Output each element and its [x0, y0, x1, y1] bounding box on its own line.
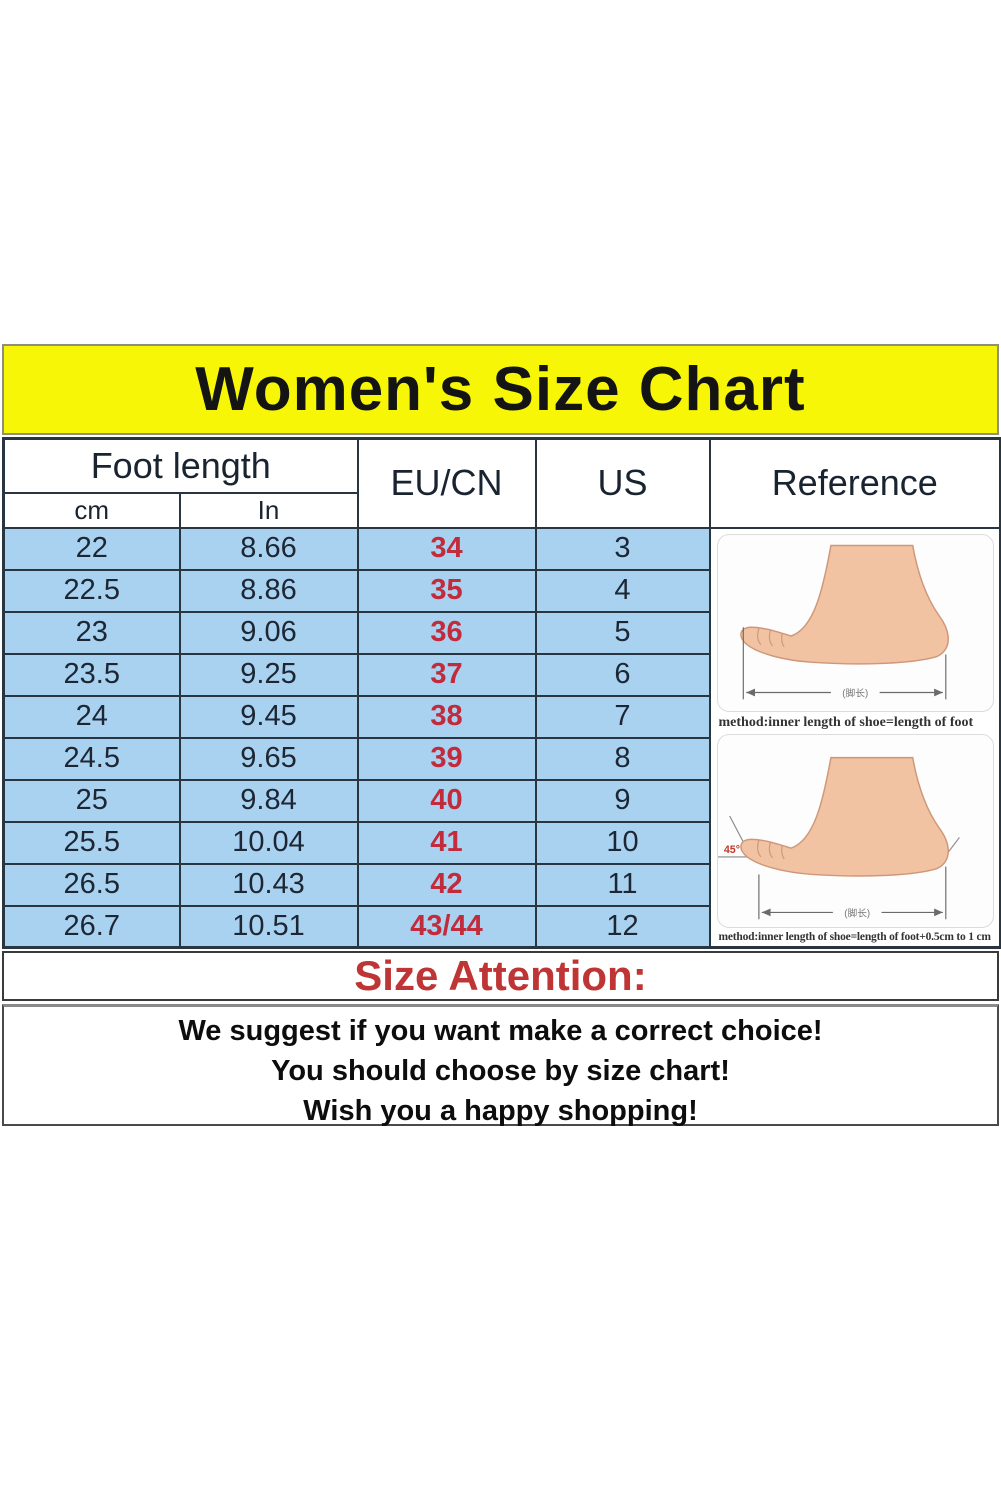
col-header-in: In — [178, 491, 359, 529]
size-chart-infographic: Women's Size Chart Foot length EU/CN US … — [2, 344, 1001, 1127]
figure1-caption: method:inner length of shoe=length of fo… — [718, 715, 974, 731]
table-row: 25.5 10.04 41 10 — [2, 820, 1001, 865]
col-header-us: US — [534, 437, 711, 529]
cell-eu: 41 — [356, 820, 537, 865]
foot-shape — [739, 545, 949, 665]
cell-cm: 25.5 — [2, 820, 181, 865]
cell-eu: 39 — [356, 736, 537, 781]
table-row: 24.5 9.65 39 8 — [2, 736, 1001, 781]
cell-us: 6 — [534, 652, 711, 697]
cell-eu: 42 — [356, 862, 537, 907]
cell-cm: 25 — [2, 778, 181, 823]
cell-cm: 22 — [2, 526, 181, 571]
cell-cm: 26.5 — [2, 862, 181, 907]
cell-in: 9.25 — [178, 652, 359, 697]
note-line: You should choose by size chart! — [271, 1055, 730, 1087]
cell-in: 8.66 — [178, 526, 359, 571]
cell-us: 8 — [534, 736, 711, 781]
header-row-1: Foot length EU/CN US Reference — [2, 437, 1001, 529]
cell-in: 9.06 — [178, 610, 359, 655]
cell-eu: 40 — [356, 778, 537, 823]
reference-figures: (脚长) method:inner length of shoe=length … — [712, 530, 999, 944]
foot-measure-figure-2: 45° — [716, 734, 994, 929]
cell-us: 5 — [534, 610, 711, 655]
cell-in: 10.43 — [178, 862, 359, 907]
table-row: 22.5 8.86 35 4 — [2, 568, 1001, 613]
cell-eu: 36 — [356, 610, 537, 655]
cell-cm: 23.5 — [2, 652, 181, 697]
length-dimension-arrow: (脚长) — [742, 627, 946, 700]
cell-cm: 26.7 — [2, 904, 181, 949]
note-line: Wish you a happy shopping! — [303, 1095, 698, 1127]
col-header-eu-cn: EU/CN — [356, 437, 537, 529]
cell-eu: 34 — [356, 526, 537, 571]
header-row-2: cm In — [2, 491, 1001, 529]
foot-measure-figure-1: (脚长) — [716, 534, 994, 713]
cell-in: 10.04 — [178, 820, 359, 865]
foot-side-illustration-45deg: 45° — [717, 757, 960, 920]
angle-45-label: 45° — [723, 844, 739, 856]
shopping-notes: We suggest if you want make a correct ch… — [2, 1004, 999, 1127]
table-row: 26.7 10.51 43/44 12 — [2, 904, 1001, 949]
size-attention-title: Size Attention: — [354, 952, 647, 999]
page-title: Women's Size Chart — [195, 355, 806, 424]
reference-cell: (脚长) method:inner length of shoe=length … — [708, 526, 1001, 949]
cell-cm: 23 — [2, 610, 181, 655]
cell-eu: 38 — [356, 694, 537, 739]
cell-in: 8.86 — [178, 568, 359, 613]
cell-cm: 24 — [2, 694, 181, 739]
cell-us: 10 — [534, 820, 711, 865]
foot-shape — [739, 757, 949, 877]
note-line: We suggest if you want make a correct ch… — [178, 1015, 823, 1047]
table-row: 22 8.66 34 3 — [2, 526, 1001, 949]
foot-length-label: (脚长) — [844, 908, 870, 920]
table-row: 26.5 10.43 42 11 — [2, 862, 1001, 907]
cell-eu: 43/44 — [356, 904, 537, 949]
cell-cm: 22.5 — [2, 568, 181, 613]
cell-in: 10.51 — [178, 904, 359, 949]
col-header-foot-length: Foot length — [2, 437, 359, 494]
title-banner: Women's Size Chart — [2, 344, 999, 435]
cell-us: 3 — [534, 526, 711, 571]
col-header-reference: Reference — [708, 437, 1001, 529]
col-header-cm: cm — [2, 491, 181, 529]
cell-in: 9.45 — [178, 694, 359, 739]
cell-us: 7 — [534, 694, 711, 739]
cell-us: 9 — [534, 778, 711, 823]
size-chart-table: Foot length EU/CN US Reference cm In 22 … — [2, 437, 1001, 949]
cell-in: 9.65 — [178, 736, 359, 781]
table-row: 25 9.84 40 9 — [2, 778, 1001, 823]
table-row: 23 9.06 36 5 — [2, 610, 1001, 655]
table-row: 23.5 9.25 37 6 — [2, 652, 1001, 697]
table-row: 24 9.45 38 7 — [2, 694, 1001, 739]
length-dimension-arrow: (脚长) — [757, 866, 946, 920]
size-attention-bar: Size Attention: — [2, 951, 999, 1001]
cell-eu: 35 — [356, 568, 537, 613]
cell-in: 9.84 — [178, 778, 359, 823]
figure2-caption: method:inner length of shoe=length of fo… — [718, 931, 991, 944]
foot-length-label: (脚长) — [842, 688, 868, 700]
foot-side-illustration: (脚长) — [739, 545, 949, 700]
cell-us: 4 — [534, 568, 711, 613]
cell-us: 11 — [534, 862, 711, 907]
cell-eu: 37 — [356, 652, 537, 697]
cell-us: 12 — [534, 904, 711, 949]
cell-cm: 24.5 — [2, 736, 181, 781]
